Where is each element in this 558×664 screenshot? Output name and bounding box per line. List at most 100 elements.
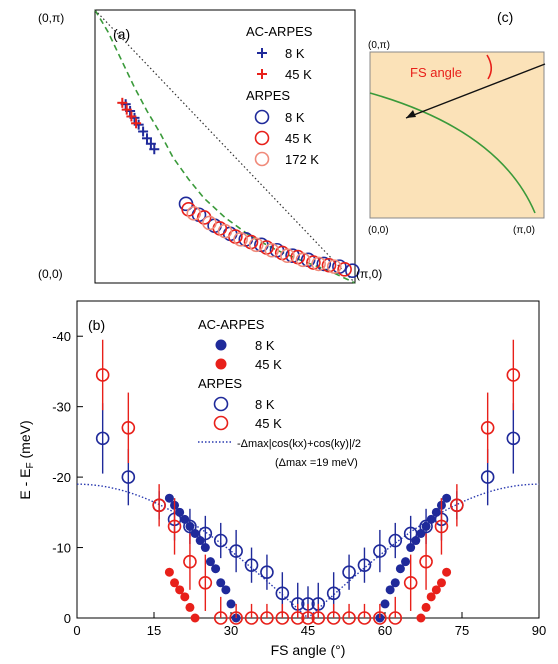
panel-b-point-s1-4 — [185, 602, 195, 612]
panel-b-point-s3-7 — [229, 611, 243, 625]
panel-b-point-s3-1 — [121, 420, 136, 435]
panel-a-legend-label-4: 8 K — [285, 110, 305, 125]
panel-b-point-s3-15 — [342, 611, 356, 625]
panel-b-point-s3-21 — [434, 519, 449, 534]
panel-b-point-s1-6 — [416, 613, 426, 623]
panel-b-point-s3-16 — [357, 611, 372, 625]
panel-b-point-s3-9 — [260, 611, 274, 625]
panel-b-point-s2-16 — [357, 558, 372, 572]
panel-b-point-s0-18 — [395, 564, 405, 574]
panel-a-legend-marker-5 — [254, 130, 270, 146]
panel-b-legend-label-5: 45 K — [255, 416, 282, 431]
panel-a-legend-label-6: 172 K — [285, 152, 319, 167]
panel-c-arrowhead — [406, 110, 416, 118]
panel-a-curves — [94, 9, 356, 284]
panel-b-point-s3-3 — [167, 519, 182, 534]
panel-b-point-s1-8 — [426, 592, 436, 602]
panel-b-point-s3-10 — [275, 611, 290, 625]
panel-a-point-s2-11 — [345, 263, 360, 279]
panel-b-frame — [76, 300, 540, 619]
panel-b-point-s0-8 — [205, 557, 215, 567]
panel-b-point-s2-23 — [480, 470, 495, 484]
panel-b-legend-group-0: AC-ARPES — [198, 317, 265, 332]
panel-b-point-s0-11 — [221, 585, 231, 595]
panel-a-legend-label-1: 8 K — [285, 46, 305, 61]
panel-b-point-s1-2 — [175, 585, 185, 595]
panel-b-point-s2-17 — [373, 544, 387, 558]
panel-a-point-s4-6 — [280, 248, 295, 263]
panel-b-y-axis-label: E - EF (meV) — [17, 420, 36, 499]
panel-a-point-s3-9 — [321, 257, 337, 273]
panel-b-legend-marker-4 — [213, 396, 229, 412]
panel-c-fs-angle-diagram: (0,π) (0,0) (π,0) FS angle (c) — [368, 9, 546, 236]
panel-b-point-s0-19 — [401, 557, 411, 567]
panel-b-point-s3-18 — [388, 611, 403, 625]
panel-b-point-s3-19 — [403, 575, 418, 590]
panel-b-point-s0-15 — [380, 599, 390, 609]
panel-b-point-s2-5 — [198, 526, 213, 541]
y-tick-label-2: -20 — [52, 470, 71, 485]
panel-b-point-s0-17 — [390, 578, 400, 588]
panel-b-legend-label-6: -Δmax|cos(kx)+cos(ky)|/2 — [237, 438, 361, 450]
panel-a-point-s0-5 — [142, 133, 152, 144]
panel-b-point-s0-10 — [216, 578, 226, 588]
panel-b-legend: AC-ARPES 8 K 45 K ARPES 8 K 45 K -Δmax|cos(kx)… — [198, 317, 361, 469]
panel-a-point-s4-9 — [326, 259, 342, 274]
panel-c-fermi-surface-arc — [369, 92, 536, 214]
y-label-subscript: F — [25, 462, 36, 468]
panel-b-marks — [76, 339, 540, 625]
panel-a-point-s0-7 — [149, 144, 160, 155]
x-tick-label-5: 75 — [455, 623, 469, 638]
y-tick-label-3: -30 — [52, 400, 71, 415]
panel-b-point-s3-23 — [480, 420, 495, 435]
panel-b-legend-marker-1 — [215, 339, 227, 351]
panel-b-point-s2-6 — [213, 533, 228, 548]
panel-c-fs-angle-label: FS angle — [410, 65, 462, 80]
panel-a-legend-marker-6 — [254, 151, 270, 167]
panel-c-radius-arrow — [405, 63, 546, 119]
panel-b-point-s3-4 — [183, 554, 197, 569]
panel-a-point-s3-10 — [337, 262, 352, 277]
panel-b-point-s3-24 — [506, 368, 521, 382]
panel-a-point-s2-7 — [285, 248, 300, 263]
panel-b-point-s0-12 — [226, 599, 236, 609]
panel-c-corner-bottom-right: (π,0) — [513, 225, 535, 236]
panel-a-legend-label-2: 45 K — [285, 67, 312, 82]
panel-a-point-s4-4 — [248, 237, 264, 253]
panel-a-point-s1-2 — [126, 111, 137, 122]
panel-b-legend-label-1: 8 K — [255, 338, 275, 353]
panel-a-point-s4-2 — [217, 223, 233, 239]
panel-b-legend-marker-2 — [215, 358, 227, 370]
y-tick-label-0: 0 — [64, 611, 71, 626]
panel-b-point-s3-6 — [213, 611, 228, 625]
panel-b-point-s0-27 — [442, 493, 452, 503]
panel-b-point-s1-0 — [164, 567, 174, 577]
panel-b-point-s2-7 — [229, 544, 243, 558]
panel-b-point-s1-5 — [190, 613, 200, 623]
panel-a-point-s4-3 — [233, 232, 248, 247]
x-tick-label-4: 60 — [378, 623, 392, 638]
panel-b-point-s2-8 — [244, 558, 259, 572]
panel-a-point-s1-3 — [131, 118, 142, 129]
panel-b-legend-label-4: 8 K — [255, 397, 275, 412]
panel-b-point-s2-24 — [506, 431, 521, 446]
panel-a-legend-marker-1 — [257, 48, 267, 58]
panel-a-legend-marker-2 — [257, 69, 267, 79]
panel-c-label: (c) — [497, 9, 513, 25]
panel-a-fermi-surface-plot: (a) (0,π) (0,0) (π,0) AC-ARPES 8 K 45 K ARP… — [38, 9, 382, 284]
panel-b-point-s2-18 — [388, 533, 403, 548]
panel-b-legend-label-2: 45 K — [255, 357, 282, 372]
panel-b-point-s3-0 — [95, 368, 110, 382]
panel-b-point-s2-9 — [260, 565, 274, 580]
panel-b-label: (b) — [88, 317, 105, 333]
panel-a-point-s3-1 — [196, 210, 212, 225]
panel-a-point-s4-8 — [311, 256, 326, 272]
panel-b-point-s3-12 — [301, 611, 315, 625]
panel-a-point-s1-0 — [117, 97, 128, 108]
panel-b-point-s3-5 — [198, 575, 213, 590]
panel-b-legend-note-7: (Δmax =19 meV) — [275, 457, 358, 469]
panel-b-point-s1-3 — [180, 592, 190, 602]
panel-b-point-s2-10 — [275, 586, 290, 601]
panel-b-axes: 0 15 30 45 60 75 90 0 -10 -20 -30 -40 — [52, 329, 546, 638]
